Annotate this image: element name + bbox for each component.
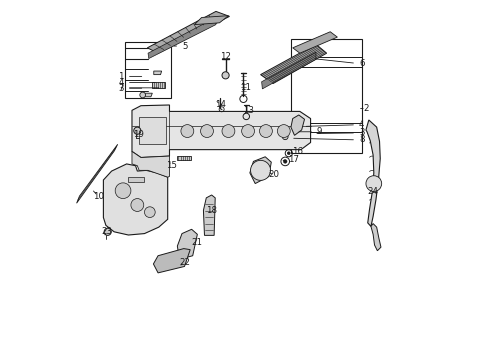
Circle shape xyxy=(131,199,143,211)
Text: 9: 9 xyxy=(299,127,322,136)
Text: 19: 19 xyxy=(132,130,143,139)
Polygon shape xyxy=(177,229,197,259)
Polygon shape xyxy=(144,93,152,97)
Polygon shape xyxy=(152,82,165,88)
Polygon shape xyxy=(365,120,380,226)
Text: 11: 11 xyxy=(240,83,250,92)
Text: 22: 22 xyxy=(179,258,190,267)
Polygon shape xyxy=(370,224,380,251)
Circle shape xyxy=(140,92,145,98)
Text: 17: 17 xyxy=(283,155,298,164)
Text: 20: 20 xyxy=(268,170,279,179)
Polygon shape xyxy=(290,115,304,135)
Polygon shape xyxy=(153,71,162,75)
Text: 7: 7 xyxy=(118,83,159,92)
Circle shape xyxy=(277,125,290,138)
Circle shape xyxy=(283,159,286,163)
Text: 18: 18 xyxy=(206,206,217,215)
Circle shape xyxy=(259,125,272,138)
Polygon shape xyxy=(260,44,326,84)
Circle shape xyxy=(181,125,193,138)
Text: 12: 12 xyxy=(220,52,231,61)
Circle shape xyxy=(282,134,287,140)
Circle shape xyxy=(222,125,234,138)
Text: 3: 3 xyxy=(118,84,142,93)
Circle shape xyxy=(200,125,213,138)
Text: 8: 8 xyxy=(293,135,364,144)
Circle shape xyxy=(144,207,155,217)
Text: 14: 14 xyxy=(214,100,225,109)
Bar xyxy=(139,117,165,144)
Polygon shape xyxy=(292,120,302,123)
Polygon shape xyxy=(294,127,308,131)
Bar xyxy=(290,39,362,153)
Circle shape xyxy=(365,176,381,192)
Polygon shape xyxy=(148,18,216,59)
Polygon shape xyxy=(103,164,167,235)
Text: 15: 15 xyxy=(165,161,176,170)
Circle shape xyxy=(134,127,141,134)
Text: 6: 6 xyxy=(314,59,364,68)
Bar xyxy=(128,177,144,182)
Text: 4: 4 xyxy=(305,120,364,129)
Text: 1: 1 xyxy=(118,72,142,81)
Text: 24: 24 xyxy=(367,187,378,196)
Polygon shape xyxy=(292,32,337,53)
Polygon shape xyxy=(147,12,229,53)
Polygon shape xyxy=(203,195,215,235)
Text: 16: 16 xyxy=(287,147,302,156)
Circle shape xyxy=(241,125,254,138)
Text: 13: 13 xyxy=(242,106,253,115)
Polygon shape xyxy=(153,249,190,273)
Circle shape xyxy=(250,160,270,180)
Polygon shape xyxy=(77,144,118,203)
Polygon shape xyxy=(132,105,310,157)
Polygon shape xyxy=(176,156,190,160)
Text: 4: 4 xyxy=(118,78,155,87)
Text: 5: 5 xyxy=(174,41,187,50)
Text: 23: 23 xyxy=(102,227,112,236)
Text: 3: 3 xyxy=(316,129,364,138)
Text: 2: 2 xyxy=(360,104,368,113)
Circle shape xyxy=(115,183,131,199)
Text: 21: 21 xyxy=(191,238,203,247)
Polygon shape xyxy=(261,52,315,89)
Circle shape xyxy=(104,228,111,235)
Bar xyxy=(124,42,171,98)
Polygon shape xyxy=(286,134,295,139)
Text: 10: 10 xyxy=(92,191,103,201)
Polygon shape xyxy=(132,152,169,177)
Circle shape xyxy=(287,152,290,155)
Polygon shape xyxy=(249,157,271,184)
Polygon shape xyxy=(194,16,228,24)
Circle shape xyxy=(222,72,229,79)
